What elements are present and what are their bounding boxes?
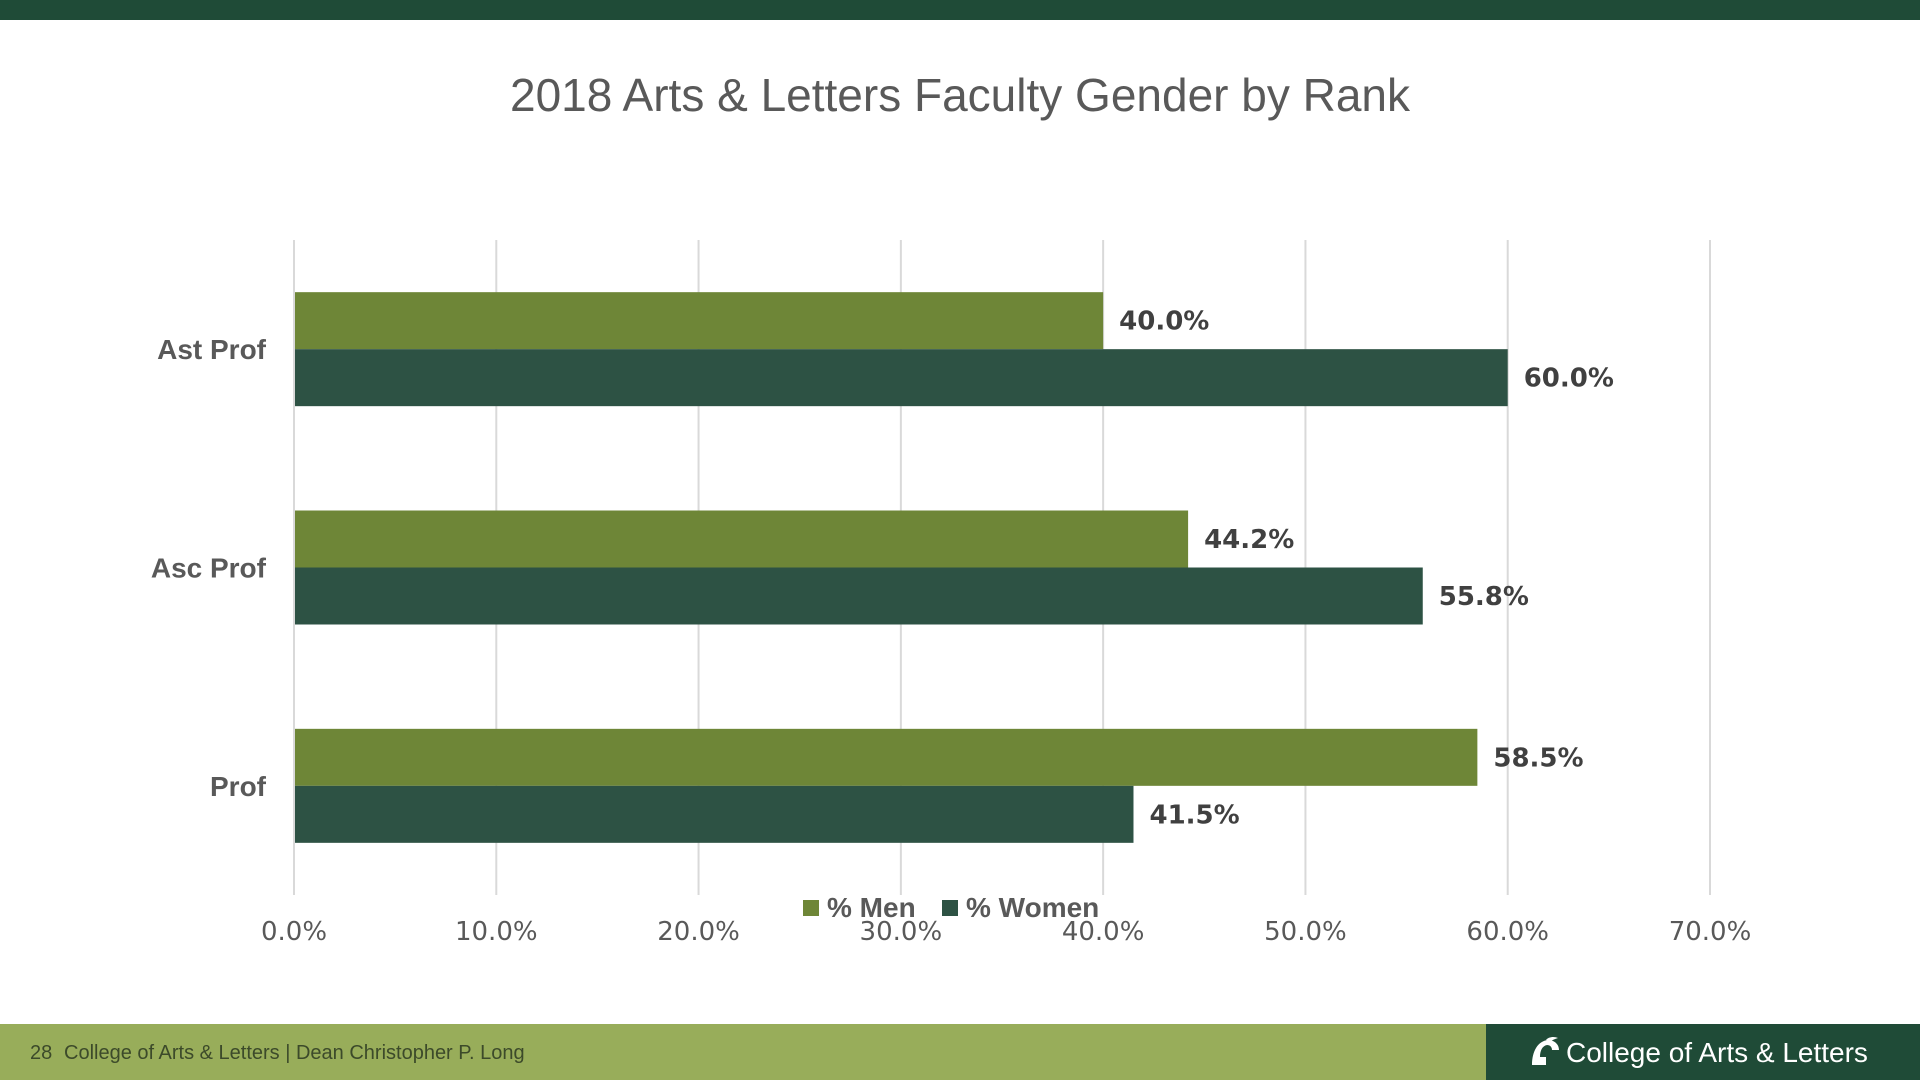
- category-label: Prof: [210, 771, 267, 802]
- x-tick-label: 20.0%: [657, 917, 740, 947]
- x-tick-label: 0.0%: [261, 917, 327, 947]
- data-label: 55.8%: [1439, 582, 1529, 612]
- data-label: 60.0%: [1524, 364, 1614, 394]
- top-accent-bar: [0, 0, 1920, 20]
- data-label: 44.2%: [1204, 525, 1294, 555]
- category-label: Ast Prof: [157, 334, 267, 365]
- data-label: 40.0%: [1119, 307, 1209, 337]
- footer-text: College of Arts & Letters | Dean Christo…: [64, 1042, 525, 1064]
- bar-women: [294, 785, 1134, 843]
- data-label: 41.5%: [1149, 800, 1239, 830]
- bar-women: [294, 567, 1423, 625]
- x-tick-label: 40.0%: [1062, 917, 1145, 947]
- college-brand-bar: College of Arts & Letters: [1486, 1024, 1920, 1080]
- bar-women: [294, 349, 1508, 407]
- x-tick-label: 10.0%: [455, 917, 538, 947]
- legend-swatch-men: [803, 900, 819, 916]
- page-number: 28: [30, 1042, 53, 1064]
- x-tick-label: 50.0%: [1264, 917, 1347, 947]
- data-label: 58.5%: [1493, 743, 1583, 773]
- bar-men: [294, 510, 1189, 568]
- category-label: Asc Prof: [151, 553, 267, 584]
- bar-men: [294, 292, 1104, 350]
- legend-label: % Women: [966, 892, 1099, 923]
- x-tick-label: 30.0%: [860, 917, 943, 947]
- x-tick-label: 60.0%: [1466, 917, 1549, 947]
- chart-title: 2018 Arts & Letters Faculty Gender by Ra…: [509, 69, 1410, 121]
- x-tick-label: 70.0%: [1669, 917, 1752, 947]
- legend-swatch-women: [942, 900, 958, 916]
- bar-men: [294, 728, 1478, 786]
- legend-label: % Men: [827, 892, 916, 923]
- footer-bar: 28 College of Arts & Letters | Dean Chri…: [0, 1024, 1486, 1080]
- college-name: College of Arts & Letters: [1566, 1037, 1868, 1068]
- spartan-helmet-icon: [1532, 1036, 1559, 1065]
